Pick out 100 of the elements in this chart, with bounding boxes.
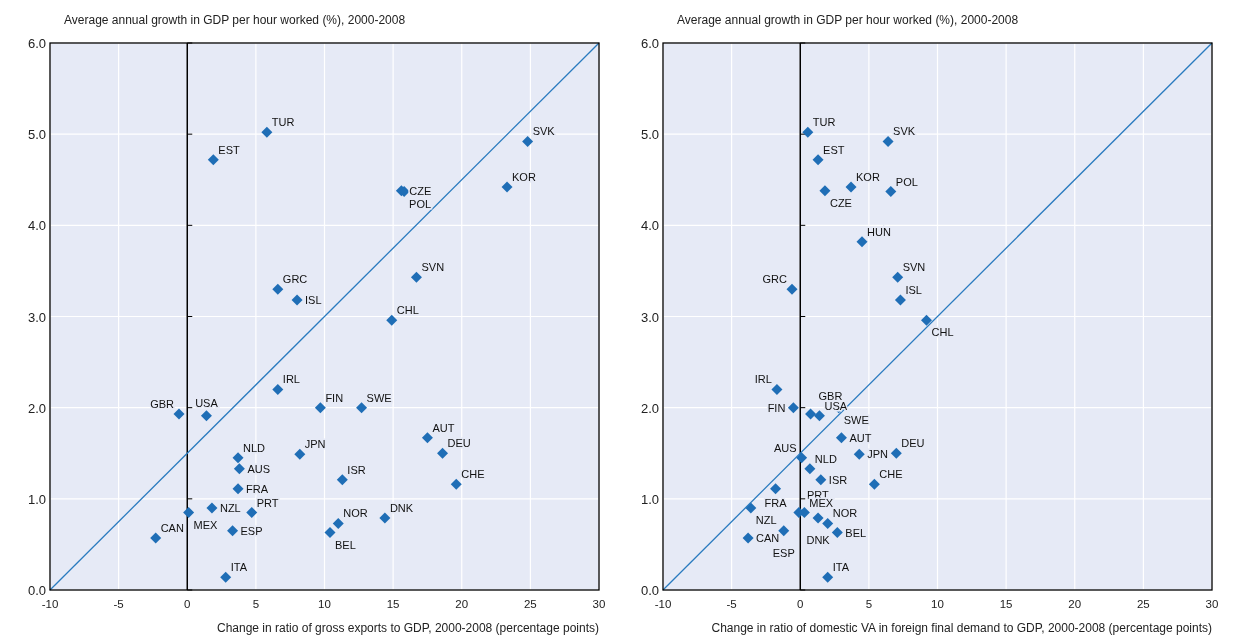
annotation: AUS [774, 441, 797, 454]
annotation: JPN [867, 448, 889, 461]
point [232, 483, 244, 495]
point [324, 527, 336, 539]
x-tick-label: 20 [1068, 598, 1082, 610]
annotation: FIN [325, 391, 344, 404]
y-tick-label: 1.0 [640, 491, 659, 507]
point [822, 571, 834, 583]
point [892, 271, 904, 283]
annotation: SVK [893, 125, 916, 138]
annotation: EST [218, 143, 240, 156]
annotation: BEL [845, 526, 867, 539]
annotation: DNK [389, 501, 414, 514]
point [868, 478, 880, 490]
annotation: MEX [193, 518, 219, 531]
annotation: CAN [160, 522, 184, 535]
annotation: KOR [512, 171, 536, 184]
y-tick-label: 0.0 [27, 583, 46, 598]
point [815, 474, 827, 486]
x-tick-label: 0 [797, 598, 804, 610]
annotation: NLD [243, 441, 266, 454]
annotation: SVN [902, 261, 926, 274]
point [804, 463, 816, 475]
annotation: SWE [366, 391, 392, 404]
annotation: TUR [271, 116, 295, 129]
annotation: IRL [282, 373, 300, 386]
y-tick-label: 4.0 [27, 218, 46, 234]
point [336, 474, 348, 486]
annotation: SVN [421, 261, 445, 274]
point [294, 448, 306, 460]
point [822, 517, 834, 529]
annotation: ISR [347, 463, 366, 476]
y-tick-label: 3.0 [640, 309, 659, 325]
point [796, 452, 808, 464]
x-tick-label: 0 [184, 598, 191, 610]
point [183, 507, 195, 519]
point [819, 185, 831, 197]
annotation: CZE [829, 196, 852, 209]
point [450, 478, 462, 490]
y-axis-title: Average annual growth in GDP per hour worked (%), 2000-2008 [677, 13, 1019, 27]
x-axis-title: Change in ratio of domestic VA in foreign final demand to GDP, 2000-2008 (percentage points) [711, 621, 1212, 635]
point [246, 507, 258, 519]
x-tick-label: 5 [865, 598, 873, 610]
point [332, 517, 344, 529]
point [261, 126, 273, 138]
point [856, 236, 868, 248]
x-tick-label: 5 [252, 598, 260, 610]
annotation: HUN [867, 225, 891, 238]
annotation: BEL [334, 538, 356, 551]
annotation: FIN [767, 401, 786, 414]
point [786, 283, 798, 295]
annotation: GBR [818, 390, 843, 403]
point [173, 408, 185, 420]
point [314, 402, 326, 414]
point [812, 512, 824, 524]
y-tick-label: 1.0 [27, 491, 46, 507]
annotation: SVK [532, 125, 556, 138]
point [805, 408, 817, 420]
annotation: CHL [931, 326, 954, 339]
point [845, 181, 857, 193]
x-tick-label: -5 [726, 598, 737, 610]
x-tick-label: 25 [1136, 598, 1150, 610]
annotation: POL [409, 197, 432, 210]
annotation: FRA [764, 496, 788, 509]
annotation: ISL [905, 284, 922, 297]
annotation: JPN [304, 438, 326, 451]
point [220, 571, 232, 583]
annotation: AUS [247, 462, 271, 475]
annotation: FRA [246, 482, 269, 495]
x-tick-label: -10 [654, 598, 672, 610]
annotation: CAN [756, 532, 780, 545]
annotation: AUT [849, 431, 872, 444]
point [742, 532, 754, 544]
annotation: TUR [812, 116, 836, 129]
annotation: ITA [832, 561, 850, 574]
point [501, 181, 513, 193]
point [232, 452, 244, 464]
annotation: CZE [409, 184, 432, 197]
point [207, 154, 219, 166]
annotation: GRC [282, 273, 308, 286]
y-tick-label: 5.0 [640, 127, 659, 143]
y-tick-label: 4.0 [640, 218, 659, 234]
annotation: GBR [150, 398, 175, 411]
x-tick-label: 20 [455, 598, 469, 610]
point [522, 135, 534, 147]
annotation: DNK [806, 533, 831, 546]
point [272, 283, 284, 295]
point [778, 525, 790, 537]
x-tick-label: 25 [523, 598, 537, 610]
point [356, 402, 368, 414]
point [882, 135, 894, 147]
annotation: DEU [447, 437, 471, 450]
point [227, 525, 239, 537]
point [379, 512, 391, 524]
point [787, 402, 799, 414]
annotation: AUT [432, 421, 455, 434]
annotation: EST [823, 143, 845, 156]
annotation: ESP [240, 524, 263, 537]
point [291, 294, 303, 306]
point [921, 314, 933, 326]
